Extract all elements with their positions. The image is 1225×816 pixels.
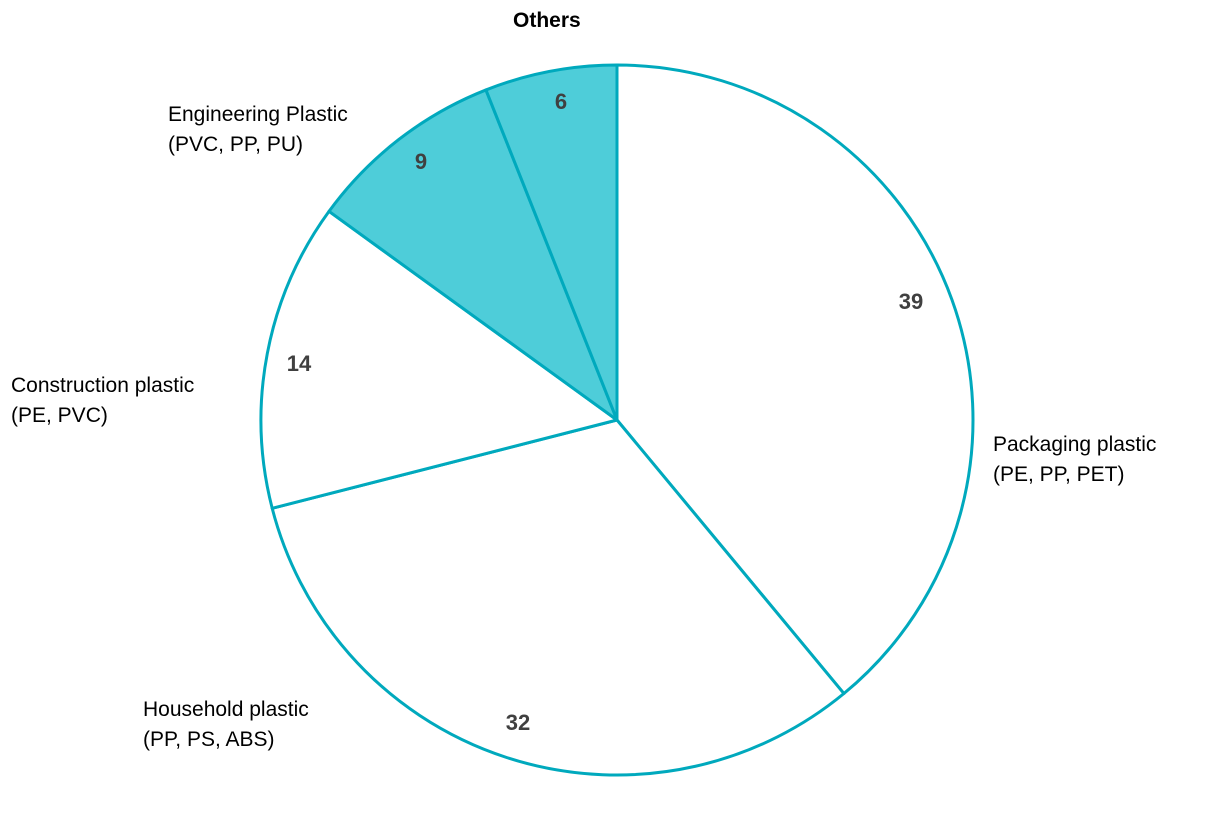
slice-engineering <box>327 88 619 422</box>
slice-packaging <box>615 63 975 696</box>
label-household-materials: (PP, PS, ABS) <box>143 728 275 751</box>
slice-others <box>484 63 619 422</box>
value-construction: 14 <box>286 351 312 376</box>
value-packaging: 39 <box>898 289 924 314</box>
value-engineering: 9 <box>414 149 428 174</box>
value-household: 32 <box>505 710 531 735</box>
label-engineering: Engineering Plastic (PVC, PP, PU) <box>168 100 348 160</box>
label-others-title: Others <box>513 9 581 32</box>
label-others: Others <box>513 6 581 36</box>
label-construction-title: Construction plastic <box>11 374 195 397</box>
label-packaging-materials: (PE, PP, PET) <box>993 463 1125 486</box>
label-packaging: Packaging plastic (PE, PP, PET) <box>993 430 1156 490</box>
label-packaging-title: Packaging plastic <box>993 433 1157 456</box>
value-others: 6 <box>554 89 568 114</box>
label-engineering-materials: (PVC, PP, PU) <box>168 133 303 156</box>
slice-construction <box>259 209 619 510</box>
label-engineering-title: Engineering Plastic <box>168 103 348 126</box>
label-household-title: Household plastic <box>143 698 309 721</box>
label-construction: Construction plastic (PE, PVC) <box>11 371 194 431</box>
label-construction-materials: (PE, PVC) <box>11 404 108 427</box>
label-household: Household plastic (PP, PS, ABS) <box>143 695 309 755</box>
slice-household <box>270 418 846 777</box>
